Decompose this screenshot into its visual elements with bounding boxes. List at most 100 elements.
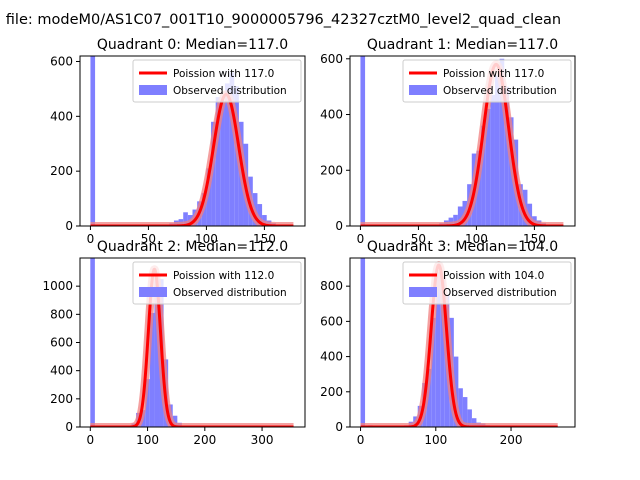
x-tick-label: 100	[424, 433, 447, 447]
poisson-fit-line	[89, 92, 295, 226]
x-tick-label: 0	[357, 433, 365, 447]
x-tick-label: 200	[193, 433, 216, 447]
x-tick-label: 0	[87, 232, 95, 246]
legend-label-fit: Poission with 117.0	[173, 68, 274, 80]
legend-patch-swatch	[139, 85, 167, 95]
figure-title: n file: modeM0/AS1C07_001T10_9000005796_…	[0, 12, 561, 28]
y-tick-label: 600	[50, 336, 73, 350]
axes-frame	[79, 55, 306, 227]
quadrant-0-panel: 0 50 100 150 0 200 400 600 Poission with 117.0 Ob…	[50, 37, 306, 246]
y-tick-label: 400	[320, 350, 343, 364]
histogram-bar	[458, 388, 463, 427]
legend: Poission with 117.0 Observed distribution	[132, 59, 302, 103]
legend-label-observed: Observed distribution	[173, 85, 287, 97]
plot-area	[356, 258, 562, 427]
legend-box	[402, 59, 572, 103]
legend-patch-swatch	[409, 287, 437, 297]
legend: Poission with 112.0 Observed distribution	[132, 261, 302, 305]
y-tick-label: 0	[335, 219, 343, 233]
legend: Poission with 117.0 Observed distribution	[402, 59, 572, 103]
x-tick-label: 150	[253, 232, 276, 246]
histogram-bar	[457, 206, 463, 226]
quadrant-title: Quadrant 2: Median=112.0	[97, 239, 288, 255]
legend-label-fit: Poission with 117.0	[443, 68, 544, 80]
y-tick-label: 400	[50, 109, 73, 123]
histogram-zero-spike	[90, 258, 95, 427]
histogram-bar	[462, 397, 468, 427]
histogram-bar	[435, 272, 441, 427]
x-tick-label: 200	[500, 433, 523, 447]
histogram-bar	[485, 108, 491, 226]
histogram-bar	[504, 86, 509, 226]
histogram-bar	[149, 312, 155, 427]
histogram-bar	[220, 102, 225, 226]
legend-label-observed: Observed distribution	[443, 85, 557, 97]
histogram-bar	[453, 214, 458, 226]
histogram-bar	[183, 212, 188, 226]
x-tick-label: 0	[86, 433, 94, 447]
y-tick-label: 0	[65, 420, 73, 434]
histogram-bar	[215, 97, 221, 226]
legend: Poission with 104.0 Observed distribution	[402, 261, 572, 305]
y-tick-label: 800	[50, 307, 73, 321]
plot-area	[87, 56, 297, 226]
legend-label-fit: Poission with 104.0	[443, 270, 544, 282]
legend-box	[132, 261, 302, 305]
histogram-bar	[527, 203, 533, 226]
quadrant-title: Quadrant 1: Median=117.0	[367, 37, 558, 53]
legend-label-observed: Observed distribution	[173, 287, 287, 299]
quadrant-3-panel: 0 100 200 0 200 400 600 800 Poission with 104.0 O…	[320, 239, 576, 447]
y-tick-label: 800	[320, 279, 343, 293]
y-tick-label: 200	[320, 385, 343, 399]
poisson-uncertainty-band	[87, 90, 297, 226]
poisson-fit-line	[359, 62, 565, 226]
histogram-zero-spike	[360, 258, 366, 427]
y-tick-label: 400	[50, 364, 73, 378]
plot-area	[86, 258, 298, 427]
y-tick-label: 1000	[42, 279, 73, 293]
x-tick-label: 100	[136, 433, 159, 447]
histogram-bar	[257, 204, 263, 226]
histogram-bar	[229, 72, 235, 226]
poisson-fit-line	[359, 263, 559, 427]
histogram-bar	[224, 83, 230, 226]
x-tick-label: 100	[465, 232, 488, 246]
axes-frame	[349, 55, 576, 227]
x-tick-label: 300	[251, 433, 274, 447]
y-tick-label: 400	[320, 108, 343, 122]
x-tick-label: 50	[141, 232, 156, 246]
histogram-bar	[494, 75, 500, 226]
histogram-zero-spike	[90, 56, 96, 226]
axes-frame	[349, 257, 576, 428]
histogram-bar	[206, 168, 212, 226]
histogram-bar	[440, 277, 445, 427]
x-tick-label: 0	[357, 232, 365, 246]
legend-patch-swatch	[139, 287, 167, 297]
legend-label-fit: Poission with 112.0	[173, 270, 274, 282]
histogram-bar	[145, 379, 150, 427]
histogram-bar	[471, 418, 477, 427]
quadrant-1-panel: 0 50 100 150 0 200 400 600 Poission with 117.0 Ob…	[320, 37, 576, 246]
histogram-bar	[172, 415, 178, 427]
quadrant-title: Quadrant 3: Median=104.0	[367, 239, 558, 255]
histogram-bar	[490, 95, 495, 226]
y-tick-label: 200	[50, 164, 73, 178]
legend-box	[402, 261, 572, 305]
y-tick-label: 600	[320, 52, 343, 66]
y-tick-label: 200	[50, 392, 73, 406]
x-tick-label: 100	[195, 232, 218, 246]
y-tick-label: 200	[320, 163, 343, 177]
panels: 0 50 100 150 0 200 400 600 Poission with 117.0 Ob…	[42, 37, 576, 447]
plot-area	[357, 56, 567, 226]
x-tick-label: 150	[523, 232, 546, 246]
y-tick-label: 0	[65, 219, 73, 233]
histogram-bar	[426, 368, 432, 427]
quadrant-title: Quadrant 0: Median=117.0	[97, 37, 288, 53]
histogram-bar	[431, 317, 436, 427]
histogram-bar	[481, 125, 486, 226]
histogram-bar	[154, 272, 160, 427]
legend-patch-swatch	[409, 85, 437, 95]
y-tick-label: 0	[335, 420, 343, 434]
legend-label-observed: Observed distribution	[443, 287, 557, 299]
